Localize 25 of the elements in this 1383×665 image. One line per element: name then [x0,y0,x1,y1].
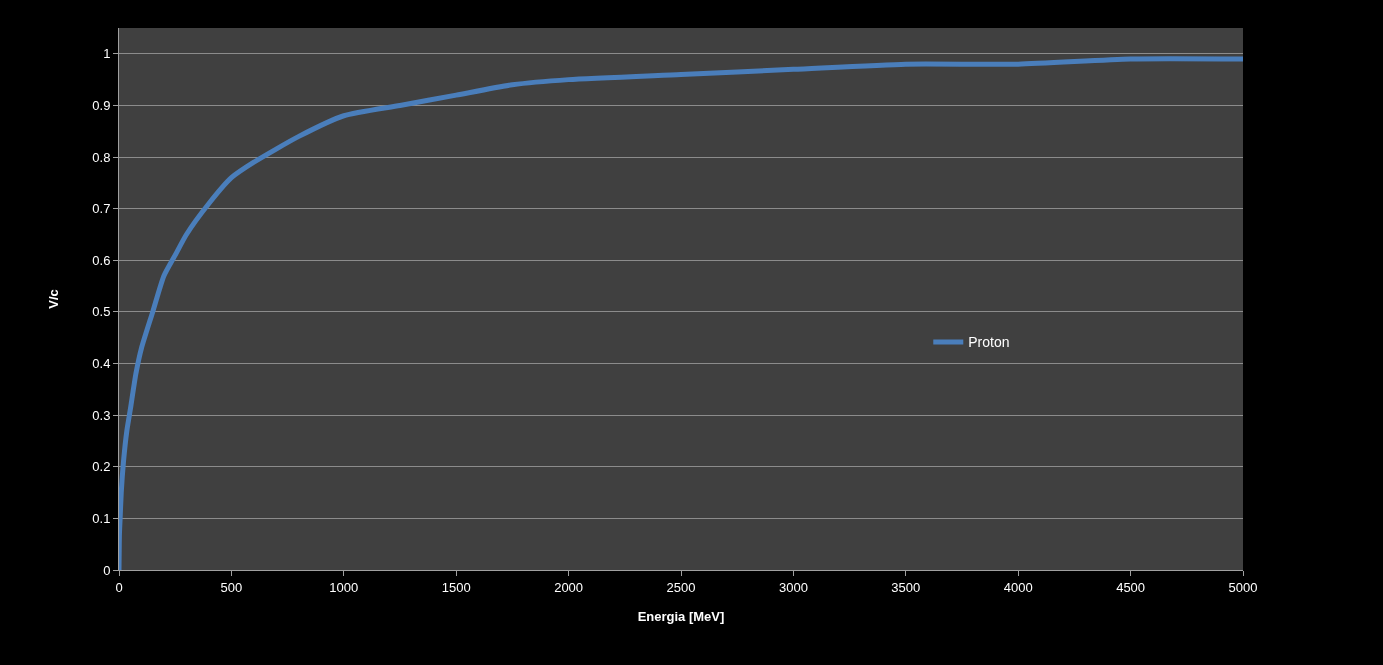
x-tick-label: 2500 [666,579,696,595]
y-tick-label: 0.1 [92,510,111,526]
y-tick-label: 0.9 [92,97,111,113]
legend-label: Proton [968,334,1010,351]
y-tick-label: 0.4 [92,356,111,372]
x-axis-title: Energia [MeV] [637,609,725,625]
y-tick-label: 0.6 [92,252,111,268]
y-tick-label: 0.7 [92,201,111,217]
y-tick-label: 0.3 [92,407,111,423]
x-tick-label: 500 [220,579,243,595]
x-tick-label: 4000 [1003,579,1033,595]
x-tick-label: 1500 [441,579,471,595]
x-tick-label: 4500 [1116,579,1146,595]
y-tick-label: 0.5 [92,304,111,320]
x-tick-label: 1000 [329,579,359,595]
y-axis-title: V/c [46,289,62,309]
x-tick-label: 3000 [778,579,808,595]
y-tick-label: 1 [103,46,111,62]
x-tick-label: 5000 [1228,579,1258,595]
y-tick-label: 0 [103,562,111,578]
x-tick-label: 2000 [554,579,584,595]
x-tick-label: 3500 [891,579,921,595]
x-tick-label: 0 [115,579,123,595]
y-tick-label: 0.8 [92,149,111,165]
y-tick-label: 0.2 [92,459,111,475]
